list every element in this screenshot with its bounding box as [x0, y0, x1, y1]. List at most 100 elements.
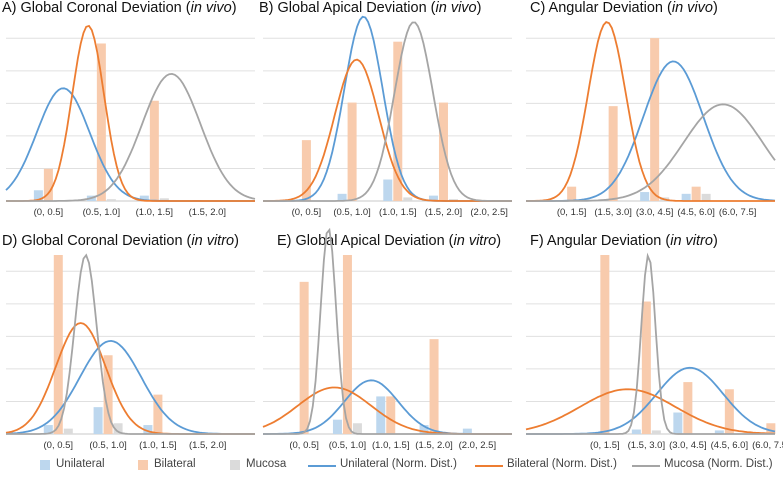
panel-e-bar-bilateral-1: [299, 281, 309, 434]
panel-b-tick-label: (2.0, 2.5]: [470, 207, 508, 218]
panel-b-tick-label: (1.0, 1.5]: [379, 207, 417, 218]
panel-a-bar-unilateral-1: [33, 190, 43, 201]
panel-b: B) Global Apical Deviation (in vivo) (0,…: [257, 0, 518, 225]
panel-f-tick-label: (3.0, 4.5]: [669, 440, 707, 451]
panel-c-tick-label: (6.0, 7.5]: [719, 207, 757, 218]
panel-f-tick-label: (1.5, 3.0]: [628, 440, 666, 451]
panel-f-bar-bilateral-2: [641, 301, 651, 434]
panel-e-chart: (0, 0.5] (0.5, 1.0] (1.0, 1.5] (1.5, 2.0] (2…: [262, 227, 512, 451]
legend-label-mucosa: Mucosa: [246, 458, 287, 470]
panel-d-bar-bilateral-3: [153, 394, 163, 434]
panel-f-chart: (0, 1.5] (1.5, 3.0] (3.0, 4.5] (4.5, 6.0] (6…: [525, 252, 783, 451]
panel-d-curve-mucosa: [6, 253, 255, 435]
legend-line-mucosa: [632, 465, 660, 467]
legend: Unilateral Bilateral Mucosa Unilateral (…: [0, 452, 783, 476]
panel-d-bar-mucosa-2: [113, 423, 123, 434]
legend-line-bilateral: [475, 465, 503, 467]
panel-f-bar-bilateral-3: [683, 382, 693, 434]
panel-e-tick-label: (0, 0.5]: [289, 440, 319, 451]
panel-c-bar-bilateral-2: [608, 106, 618, 201]
panel-c-curve-bilateral: [526, 21, 775, 202]
panel-a-curve-mucosa: [6, 72, 256, 202]
panel-e-curve-mucosa: [263, 227, 512, 435]
panel-c-bar-unilateral-4: [681, 193, 691, 201]
panel-b-chart: (0, 0.5] (0.5, 1.0] (1.0, 1.5] (1.5, 2.0] (2…: [263, 15, 512, 218]
panel-a-bar-bilateral-1: [43, 168, 53, 201]
panel-a-bar-bilateral-2: [96, 43, 106, 202]
panel-c-bar-bilateral-4: [691, 186, 701, 201]
panel-b-tick-label: (1.5, 2.0]: [425, 207, 463, 218]
panel-f-curve-mucosa: [526, 252, 775, 435]
panel-e-tick-label: (1.0, 1.5]: [372, 440, 410, 451]
panel-b-bar-bilateral-1: [301, 140, 311, 201]
panel-f-title: F) Angular Deviation (in vitro): [530, 233, 718, 249]
panel-d-curve-bilateral: [5, 322, 255, 435]
panel-c-tick-label: (1.5, 3.0]: [594, 207, 632, 218]
panel-a-bar-unilateral-3: [139, 195, 149, 201]
panel-d-bar-unilateral-2: [93, 407, 103, 434]
panel-a-bar-mucosa-3: [159, 198, 169, 201]
legend-swatch-bilateral: [138, 460, 148, 470]
panel-d-title: D) Global Coronal Deviation (in vitro): [2, 233, 239, 249]
panel-a-tick-label: (1.0, 1.5]: [136, 207, 174, 218]
panel-a-bar-mucosa-2: [106, 199, 116, 201]
panel-f-curve-bilateral: [525, 388, 776, 435]
panel-a-tick-label: (0.5, 1.0]: [83, 207, 121, 218]
panel-d-tick-label: (1.5, 2.0]: [189, 440, 227, 451]
panel-a: A) Global Coronal Deviation (in vivo) (0…: [0, 0, 261, 225]
panel-c-curve-mucosa: [526, 103, 776, 202]
panel-a-curve-unilateral: [5, 87, 255, 202]
panel-d-bar-unilateral-3: [143, 425, 153, 434]
panel-b-bar-bilateral-2: [347, 102, 357, 201]
legend-swatch-mucosa: [230, 460, 240, 470]
panel-d: D) Global Coronal Deviation (in vitro) (…: [0, 233, 261, 458]
panel-f-bar-mucosa-2: [651, 430, 661, 434]
panel-f-tick-label: (4.5, 6.0]: [711, 440, 749, 451]
legend-line-unilateral: [308, 465, 336, 467]
panel-b-bar-unilateral-2: [337, 193, 347, 201]
panel-c-chart: (0, 1.5] (1.5, 3.0] (3.0, 4.5] (4.5, 6.0] (6…: [526, 21, 776, 218]
panel-e-bar-bilateral-4: [429, 339, 439, 434]
panel-e-tick-label: (2.0, 2.5]: [459, 440, 497, 451]
panel-c: C) Angular Deviation (in vivo) (0, 1.5](…: [520, 0, 781, 225]
panel-b-tick-label: (0, 0.5]: [292, 207, 322, 218]
panel-d-tick-label: (1.0, 1.5]: [139, 440, 177, 451]
panel-f-tick-label: (0, 1.5]: [590, 440, 620, 451]
panel-e-tick-label: (1.5, 2.0]: [415, 440, 453, 451]
panel-f-bar-unilateral-2: [631, 429, 641, 434]
panel-e-bar-bilateral-2: [342, 255, 352, 434]
panel-b-tick-label: (0.5, 1.0]: [333, 207, 371, 218]
panel-c-tick-label: (0, 1.5]: [557, 207, 587, 218]
panel-e-bar-unilateral-5: [462, 428, 472, 434]
panel-b-bar-bilateral-3: [393, 41, 403, 201]
panel-a-title: A) Global Coronal Deviation (in vivo): [2, 0, 237, 16]
legend-label-bilateral-norm: Bilateral (Norm. Dist.): [507, 458, 617, 470]
panel-d-bar-mucosa-1: [63, 428, 73, 434]
panel-b-bar-unilateral-3: [383, 179, 393, 201]
panel-f-bar-bilateral-1: [600, 255, 610, 434]
panel-c-tick-label: (4.5, 6.0]: [677, 207, 715, 218]
panel-e-title: E) Global Apical Deviation (in vitro): [277, 233, 502, 249]
panel-b-bar-bilateral-4: [438, 102, 448, 201]
panel-e-bar-bilateral-3: [386, 396, 396, 434]
panel-a-tick-label: (0, 0.5]: [34, 207, 64, 218]
panel-c-bar-bilateral-1: [567, 186, 577, 201]
panel-f-bar-unilateral-4: [714, 430, 724, 434]
legend-label-mucosa-norm: Mucosa (Norm. Dist.): [664, 458, 773, 470]
panel-c-bar-bilateral-3: [650, 38, 660, 201]
panel-c-tick-label: (3.0, 4.5]: [636, 207, 674, 218]
panel-b-curve-unilateral: [263, 15, 512, 202]
panel-f: F) Angular Deviation (in vitro) (0, 1.5]…: [520, 233, 783, 458]
panel-f-bar-bilateral-5: [766, 423, 776, 434]
panel-a-bar-bilateral-3: [149, 100, 159, 201]
panel-b-curve-bilateral: [263, 58, 512, 202]
panel-e-tick-label: (0.5, 1.0]: [329, 440, 367, 451]
panel-e: E) Global Apical Deviation (in vitro) (0…: [257, 227, 518, 458]
panel-d-tick-label: (0, 0.5]: [44, 440, 74, 451]
panel-a-chart: (0, 0.5] (0.5, 1.0] (1.0, 1.5] (1.5, 2.0]: [5, 24, 256, 218]
panel-d-tick-label: (0.5, 1.0]: [89, 440, 127, 451]
panel-f-tick-label: (6.0, 7.5]: [752, 440, 783, 451]
panel-a-curve-bilateral: [6, 24, 255, 202]
panel-d-bar-unilateral-1: [43, 425, 53, 434]
panel-b-bar-mucosa-3: [403, 197, 413, 201]
